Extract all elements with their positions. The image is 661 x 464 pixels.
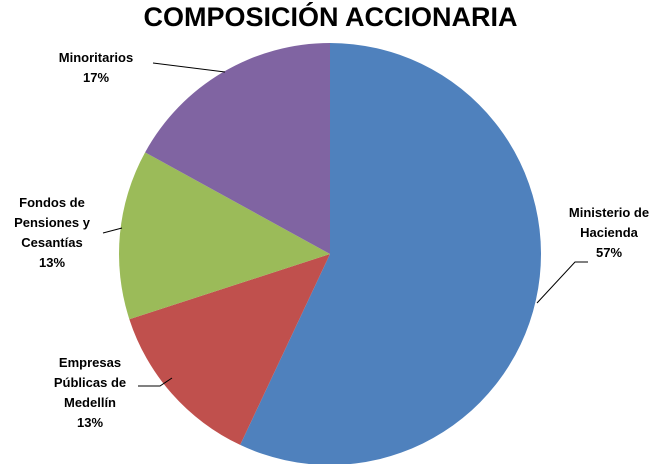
slice-label: Fondos de Pensiones y Cesantías 13% [2,193,102,273]
chart-title: COMPOSICIÓN ACCIONARIA [143,2,518,32]
pie-slice [240,43,541,464]
pie-slice [129,254,330,445]
category-label: Ministerio de Hacienda [568,205,650,240]
leader-line [102,227,123,234]
pie-slice [145,43,330,254]
leader-line [536,261,588,304]
value-label: 13% [76,415,104,430]
slice-label: Ministerio de Hacienda 57% [553,203,661,263]
category-label: Minoritarios [58,50,134,65]
category-label: Fondos de Pensiones y Cesantías [14,195,90,250]
value-label: 13% [38,255,66,270]
leader-line [152,62,226,73]
slice-label: Empresas Públicas de Medellín 13% [40,353,140,433]
pie-slice [119,152,331,320]
value-label: 17% [82,70,110,85]
category-label: Empresas Públicas de Medellín [53,355,127,410]
slice-label: Minoritarios 17% [40,48,152,88]
leader-line [138,377,173,387]
value-label: 57% [595,245,623,260]
